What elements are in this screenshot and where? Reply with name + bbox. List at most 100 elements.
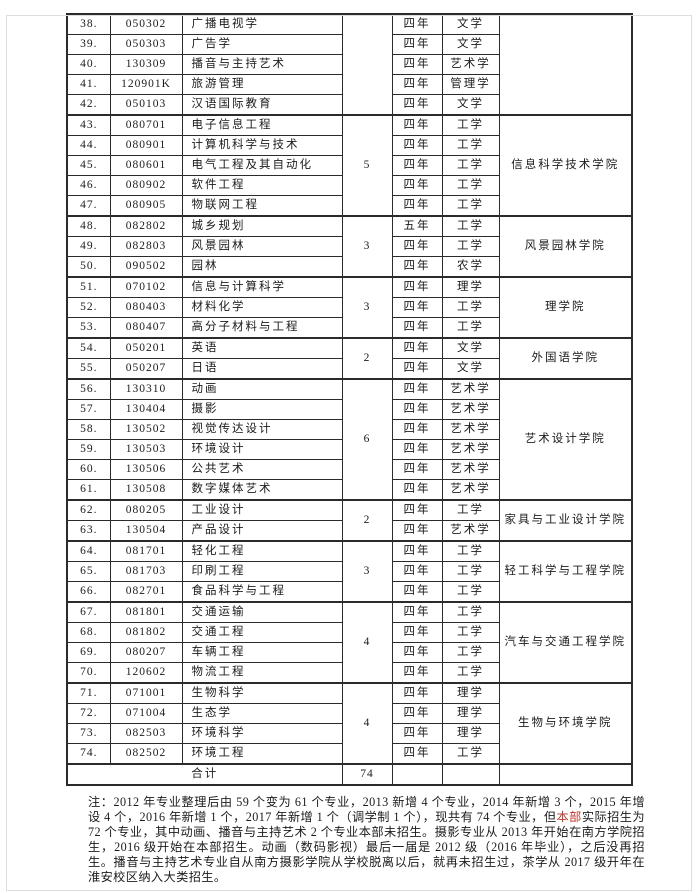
major-row-60: 60. 130506 公共艺术 四年 艺术学 [66,459,632,480]
row-number-cell: 38. [66,13,111,35]
major-row-63: 63. 130504 产品设计 四年 艺术学 [66,520,632,542]
college-cell: 汽车与交通工程学院 [498,601,633,684]
group-count-cell: 3 [341,215,393,278]
duration-cell: 四年 [391,399,443,420]
row-number-cell: 44. [66,135,111,156]
major-row-50: 50. 090502 园林 四年 农学 [66,256,632,278]
degree-cell: 工学 [441,236,500,257]
degree-cell: 文学 [441,13,500,35]
degree-cell: 理学 [441,276,500,298]
degree-cell: 工学 [441,215,500,237]
total-row: 合计 74 [66,763,633,786]
degree-cell: 工学 [441,601,500,623]
degree-cell: 工学 [441,135,500,156]
degree-cell: 艺术学 [441,459,500,480]
major-name-cell: 产品设计 [181,520,343,542]
duration-cell: 四年 [391,54,443,75]
major-name-cell: 工业设计 [181,499,343,521]
duration-cell: 四年 [391,195,443,217]
degree-cell: 工学 [441,743,500,765]
degree-cell: 文学 [441,34,500,55]
major-code-cell: 050207 [109,358,183,380]
college-cell: 理学院 [498,276,633,339]
row-number-cell: 46. [66,175,111,196]
major-code-cell: 080701 [109,114,183,136]
degree-cell: 艺术学 [441,419,500,440]
major-row-57: 57. 130404 摄影 四年 艺术学 [66,399,632,420]
degree-cell: 工学 [441,114,500,136]
degree-cell: 艺术学 [441,520,500,542]
major-name-cell: 交通工程 [181,622,343,643]
duration-cell: 四年 [391,155,443,176]
duration-cell: 四年 [391,581,443,603]
duration-cell: 四年 [391,13,443,35]
duration-cell: 四年 [391,642,443,663]
degree-cell: 理学 [441,703,500,724]
degree-cell: 文学 [441,94,500,116]
major-code-cell: 050103 [109,94,183,116]
college-cell: 信息科学技术学院 [498,114,633,217]
college-cell: 艺术设计学院 [498,378,633,501]
row-number-cell: 58. [66,419,111,440]
major-code-cell: 082701 [109,581,183,603]
major-name-cell: 广播电视学 [181,13,343,35]
major-row-59: 59. 130503 环境设计 四年 艺术学 [66,439,632,460]
group-count-cell: 2 [341,337,393,380]
group-count-cell: 5 [341,114,393,217]
duration-cell: 四年 [391,662,443,684]
major-code-cell: 080902 [109,175,183,196]
degree-cell: 工学 [441,317,500,339]
group-count-cell: 3 [341,540,393,603]
major-row-40: 40. 130309 播音与主持艺术 四年 艺术学 [66,54,632,75]
major-code-cell: 080407 [109,317,183,339]
major-code-cell: 080207 [109,642,183,663]
major-row-49: 49. 082803 风景园林 四年 工学 [66,236,632,257]
major-row-58: 58. 130502 视觉传达设计 四年 艺术学 [66,419,632,440]
row-number-cell: 66. [66,581,111,603]
row-number-cell: 57. [66,399,111,420]
duration-cell: 四年 [391,540,443,562]
major-row-51: 51. 070102 信息与计算科学 3 四年 理学 理学院 [66,276,633,339]
duration-cell: 四年 [391,439,443,460]
degree-cell: 工学 [441,297,500,318]
degree-cell: 管理学 [441,74,500,95]
major-name-cell: 生物科学 [181,682,343,704]
degree-cell: 工学 [441,561,500,582]
major-code-cell: 071004 [109,703,183,724]
degree-cell: 艺术学 [441,479,500,501]
row-number-cell: 72. [66,703,111,724]
major-code-cell: 090502 [109,256,183,278]
major-code-cell: 130508 [109,479,183,501]
major-name-cell: 汉语国际教育 [181,94,343,116]
row-number-cell: 68. [66,622,111,643]
group-count-cell [341,13,393,116]
college-cell: 外国语学院 [498,337,633,380]
degree-cell: 艺术学 [441,378,500,400]
major-code-cell: 050302 [109,13,183,35]
major-row-41: 41. 120901K 旅游管理 四年 管理学 [66,74,632,95]
major-row-56: 56. 130310 动画 6 四年 艺术学 艺术设计学院 [66,378,633,501]
college-cell: 风景园林学院 [498,215,633,278]
duration-cell: 四年 [391,317,443,339]
duration-cell: 四年 [391,337,443,359]
group-count-cell: 2 [341,499,393,542]
major-code-cell: 120901K [109,74,183,95]
duration-cell: 四年 [391,175,443,196]
major-code-cell: 130502 [109,419,183,440]
row-number-cell: 49. [66,236,111,257]
row-number-cell: 70. [66,662,111,684]
duration-cell: 四年 [391,34,443,55]
major-code-cell: 120602 [109,662,183,684]
major-row-70: 70. 120602 物流工程 四年 工学 [66,662,632,684]
duration-cell: 四年 [391,682,443,704]
duration-cell: 五年 [391,215,443,237]
major-row-65: 65. 081703 印刷工程 四年 工学 [66,561,632,582]
duration-cell: 四年 [391,499,443,521]
row-number-cell: 47. [66,195,111,217]
major-code-cell: 130310 [109,378,183,400]
row-number-cell: 71. [66,682,111,704]
row-number-cell: 62. [66,499,111,521]
degree-cell: 艺术学 [441,54,500,75]
total-duration-cell [391,763,443,786]
major-name-cell: 物流工程 [181,662,343,684]
